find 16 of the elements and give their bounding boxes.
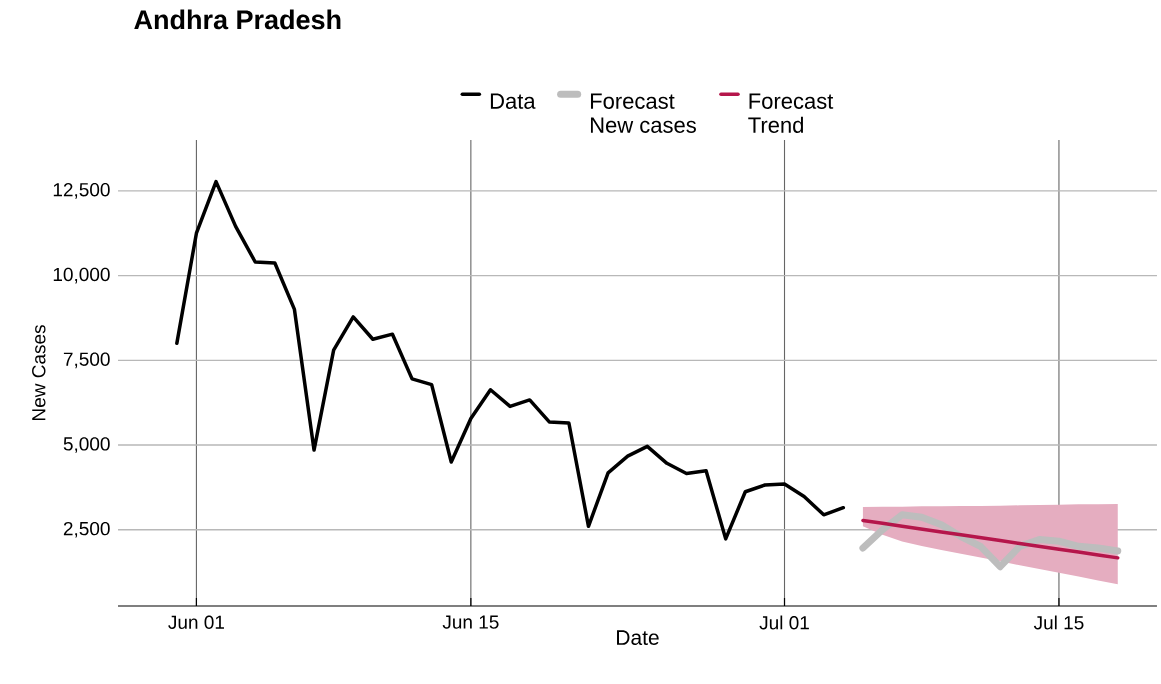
x-axis-title: Date bbox=[617, 630, 659, 645]
y-tick-label: 10,000 bbox=[53, 267, 110, 284]
legend-label: Forecast Trend bbox=[748, 93, 834, 133]
x-tick-label: Jun 01 bbox=[168, 615, 224, 629]
legend-label: Forecast New cases bbox=[590, 93, 696, 133]
legend-label: Data bbox=[490, 93, 536, 109]
y-axis-title: New Cases bbox=[32, 325, 46, 420]
y-tick-label: 7,500 bbox=[63, 352, 110, 369]
chart-title: Andhra Pradesh bbox=[134, 9, 341, 30]
x-tick-label: Jul 15 bbox=[1033, 615, 1084, 630]
x-tick-label: Jun 15 bbox=[442, 615, 499, 629]
y-tick-label: 5,000 bbox=[63, 437, 110, 453]
x-tick-label: Jul 01 bbox=[759, 615, 809, 630]
y-tick-label: 12,500 bbox=[53, 182, 110, 199]
line-series bbox=[175, 179, 846, 541]
y-tick-label: 2,500 bbox=[63, 521, 110, 538]
